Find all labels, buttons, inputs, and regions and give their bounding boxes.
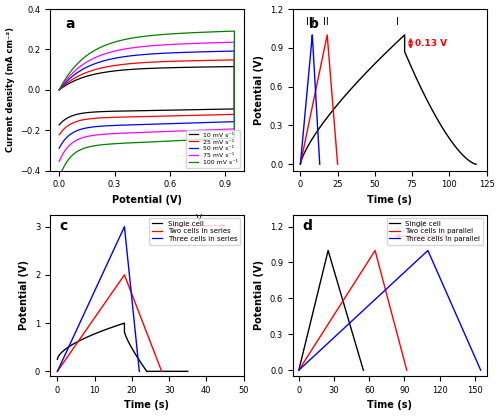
Y-axis label: Potential (V): Potential (V): [20, 260, 30, 330]
Text: 0.13 V: 0.13 V: [415, 39, 447, 48]
Text: II: II: [323, 17, 328, 27]
Legend: Single cell, Two cells in series, Three cells in series: Single cell, Two cells in series, Three …: [149, 218, 240, 245]
Text: V: V: [196, 214, 202, 223]
Text: I: I: [396, 17, 398, 27]
Text: c: c: [60, 219, 68, 233]
Y-axis label: Current density (mA cm⁻²): Current density (mA cm⁻²): [6, 27, 15, 152]
Legend: Single cell, Two cells in parallel, Three cells in parallel: Single cell, Two cells in parallel, Thre…: [386, 218, 483, 245]
X-axis label: Time (s): Time (s): [124, 401, 170, 411]
Text: V: V: [419, 221, 425, 230]
Text: d: d: [302, 219, 312, 233]
Text: a: a: [66, 17, 75, 31]
X-axis label: Potential (V): Potential (V): [112, 195, 182, 205]
X-axis label: Time (s): Time (s): [367, 401, 412, 411]
Text: III: III: [306, 17, 315, 27]
X-axis label: Time (s): Time (s): [367, 195, 412, 205]
Y-axis label: Potential (V): Potential (V): [254, 55, 264, 125]
Text: b: b: [308, 17, 318, 31]
Legend: 10 mV s⁻¹, 25 mV s⁻¹, 50 mV s⁻¹, 75 mV s⁻¹, 100 mV s⁻¹: 10 mV s⁻¹, 25 mV s⁻¹, 50 mV s⁻¹, 75 mV s…: [186, 130, 240, 168]
Y-axis label: Potential (V): Potential (V): [254, 260, 264, 330]
